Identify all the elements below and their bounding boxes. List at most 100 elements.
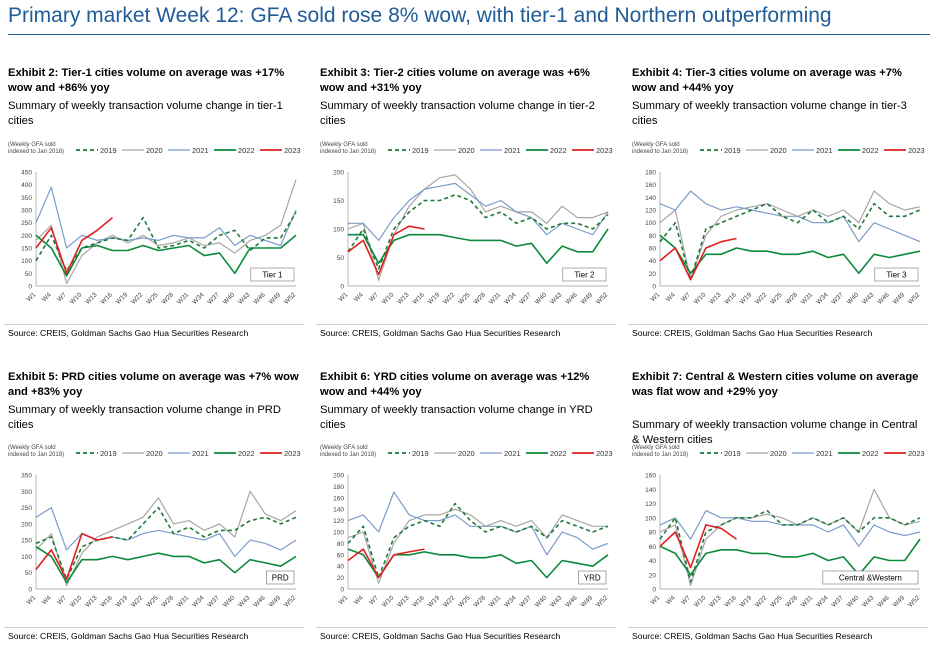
x-tick-label: W10 — [693, 291, 708, 306]
x-tick-label: W4 — [41, 291, 53, 303]
x-tick-label: W40 — [534, 594, 549, 609]
legend-label-2023: 2023 — [908, 449, 925, 458]
series-line-2020 — [35, 179, 297, 285]
y-tick-label: 300 — [21, 489, 32, 496]
series-region-label: Tier 1 — [262, 271, 283, 280]
exhibit-title: Exhibit 4: Tier-3 cities volume on avera… — [632, 67, 902, 94]
y-tick-label: 40 — [649, 258, 657, 265]
legend-label-2021: 2021 — [192, 449, 209, 458]
line-chart: 2019 2020 2021 2022 2023 0 20 40 60 80 100 120 140 16… — [333, 449, 613, 609]
y-tick-label: 160 — [645, 182, 656, 189]
chart-legend: 2019 2020 2021 2022 2023 — [700, 449, 925, 458]
x-tick-label: W10 — [693, 594, 708, 609]
x-tick-label: W37 — [519, 291, 534, 306]
source-note: Source: CREIS, Goldman Sachs Gao Hua Sec… — [8, 631, 249, 641]
y-axis-label: (Weekly GFA sold indexed to Jan 2018) — [8, 142, 65, 155]
series-line-2023 — [35, 216, 114, 275]
series-line-2019 — [35, 212, 297, 272]
x-tick-label: W31 — [800, 291, 815, 306]
x-tick-label: W49 — [892, 291, 907, 306]
y-tick-label: 20 — [649, 271, 657, 278]
y-tick-label: 80 — [649, 530, 657, 537]
x-tick-label: W40 — [846, 594, 861, 609]
x-tick-label: W31 — [488, 291, 503, 306]
series-line-2023 — [35, 532, 113, 580]
legend-label-2022: 2022 — [862, 146, 879, 155]
x-tick-label: W16 — [411, 291, 426, 306]
legend-label-2019: 2019 — [100, 449, 117, 458]
series-region-box — [250, 267, 295, 282]
y-tick-label: 100 — [333, 530, 344, 537]
source-note: Source: CREIS, Goldman Sachs Gao Hua Sec… — [632, 631, 873, 641]
exhibit-subtitle: Summary of weekly transaction volume cha… — [8, 404, 281, 431]
y-tick-label: 120 — [645, 208, 656, 215]
y-tick-label: 50 — [25, 570, 33, 577]
exhibit-subtitle: Summary of weekly transaction volume cha… — [632, 100, 907, 127]
legend-label-2022: 2022 — [238, 146, 255, 155]
series-region-box — [562, 267, 607, 282]
x-tick-label: W19 — [115, 594, 130, 609]
x-tick-label: W25 — [145, 594, 160, 609]
y-tick-label: 140 — [645, 195, 656, 202]
x-tick-label: W1 — [650, 291, 662, 303]
series-line-2023 — [347, 225, 425, 276]
y-tick-label: 200 — [333, 473, 344, 480]
x-tick-label: W46 — [564, 291, 579, 306]
series-line-2023 — [347, 548, 425, 579]
source-divider — [316, 324, 616, 325]
exhibit-title: Exhibit 6: YRD cities volume on average … — [320, 371, 590, 398]
source-divider — [316, 627, 616, 628]
legend-label-2021: 2021 — [504, 449, 521, 458]
x-tick-label: W40 — [222, 594, 237, 609]
y-tick-label: 0 — [340, 284, 344, 291]
x-tick-label: W28 — [785, 291, 800, 306]
x-tick-label: W34 — [815, 594, 830, 609]
y-tick-label: 120 — [645, 501, 656, 508]
x-tick-label: W52 — [907, 594, 922, 609]
legend-label-2021: 2021 — [816, 146, 833, 155]
x-tick-label: W52 — [595, 594, 610, 609]
x-tick-label: W13 — [84, 594, 99, 609]
x-tick-label: W43 — [861, 594, 876, 609]
legend-label-2022: 2022 — [862, 449, 879, 458]
x-tick-label: W10 — [381, 291, 396, 306]
x-tick-label: W1 — [650, 594, 662, 606]
series-region-label: Tier 2 — [574, 271, 595, 280]
x-tick-label: W22 — [130, 291, 145, 306]
y-tick-label: 0 — [28, 284, 32, 291]
x-tick-label: W16 — [411, 594, 426, 609]
legend-label-2023: 2023 — [596, 449, 613, 458]
x-tick-label: W19 — [427, 291, 442, 306]
x-tick-label: W49 — [580, 291, 595, 306]
x-tick-label: W46 — [876, 291, 891, 306]
series-region-box — [266, 570, 295, 585]
x-tick-label: W46 — [564, 594, 579, 609]
exhibit-panel: Exhibit 3: Tier-2 cities volume on avera… — [316, 66, 616, 366]
x-tick-label: W16 — [723, 291, 738, 306]
x-tick-label: W31 — [176, 291, 191, 306]
legend-label-2019: 2019 — [100, 146, 117, 155]
y-tick-label: 200 — [21, 233, 32, 240]
y-tick-label: 200 — [333, 170, 344, 177]
exhibit-subtitle: Summary of weekly transaction volume cha… — [320, 404, 593, 431]
x-tick-label: W13 — [708, 594, 723, 609]
series-line-2020 — [659, 488, 921, 586]
chart-legend: 2019 2020 2021 2022 2023 — [76, 449, 301, 458]
chart-legend: 2019 2020 2021 2022 2023 — [388, 449, 613, 458]
y-tick-label: 80 — [649, 233, 657, 240]
series-line-2020 — [35, 490, 297, 587]
y-tick-label: 0 — [28, 587, 32, 594]
x-tick-label: W1 — [26, 594, 38, 606]
exhibit-panel: Exhibit 7: Central & Western cities volu… — [628, 370, 928, 670]
series-line-2023 — [659, 524, 737, 569]
x-tick-label: W4 — [353, 291, 365, 303]
x-tick-label: W37 — [831, 291, 846, 306]
legend-label-2022: 2022 — [238, 449, 255, 458]
y-tick-label: 400 — [21, 182, 32, 189]
x-tick-label: W34 — [503, 594, 518, 609]
series-line-2022 — [659, 538, 921, 576]
y-tick-label: 100 — [645, 515, 656, 522]
y-axis-label: (Weekly GFA sold indexed to Jan 2018) — [320, 445, 377, 458]
x-tick-label: W1 — [26, 291, 38, 303]
